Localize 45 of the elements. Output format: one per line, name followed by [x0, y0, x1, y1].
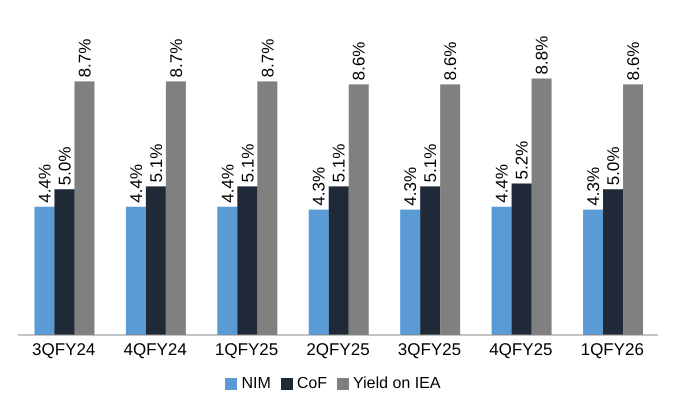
data-label: 5.0% [604, 146, 624, 186]
data-label: 8.6% [350, 42, 369, 80]
bar [126, 206, 146, 335]
bar [400, 210, 420, 335]
data-label: 8.7% [166, 38, 186, 78]
bar [603, 189, 624, 335]
data-label: 5.2% [512, 140, 532, 180]
bar [237, 186, 258, 335]
data-label: 4.3% [310, 166, 329, 206]
bar [583, 210, 604, 335]
x-tick-label: 4QFY25 [489, 340, 553, 360]
data-label: 5.1% [238, 144, 258, 182]
x-tick-label: 3QFY25 [398, 340, 462, 360]
x-tick-label: 1QFY26 [580, 340, 644, 360]
data-label: 4.3% [584, 166, 604, 206]
bar [328, 186, 349, 335]
x-tick-label: 1QFY25 [214, 340, 278, 360]
data-label: 4.4% [126, 164, 146, 203]
data-label: 8.8% [532, 36, 552, 75]
data-label: 4.4% [218, 164, 238, 203]
bar [512, 183, 532, 335]
bar [420, 186, 440, 335]
bar [492, 206, 512, 335]
bar [34, 206, 54, 335]
data-label: 5.1% [330, 144, 349, 182]
legend-label: Yield on IEA [353, 375, 441, 392]
data-label: 4.4% [492, 164, 512, 203]
data-label: 8.6% [624, 42, 644, 80]
x-tick-label: 2QFY25 [306, 340, 370, 360]
data-label: 4.4% [35, 164, 54, 203]
data-label: 8.6% [441, 42, 460, 80]
data-label: 4.3% [401, 166, 420, 206]
data-label: 5.1% [421, 144, 440, 182]
data-label: 8.7% [75, 38, 94, 78]
legend-label: CoF [296, 375, 328, 392]
legend-label: NIM [241, 375, 271, 392]
bar [308, 210, 329, 335]
data-label: 8.7% [258, 38, 278, 78]
bar [217, 206, 238, 335]
data-label: 5.0% [55, 146, 74, 186]
x-tick-label: 4QFY24 [123, 340, 187, 360]
bar [146, 186, 166, 335]
bar [54, 189, 74, 335]
x-tick-label: 3QFY24 [32, 340, 96, 360]
data-label: 5.1% [146, 144, 166, 182]
